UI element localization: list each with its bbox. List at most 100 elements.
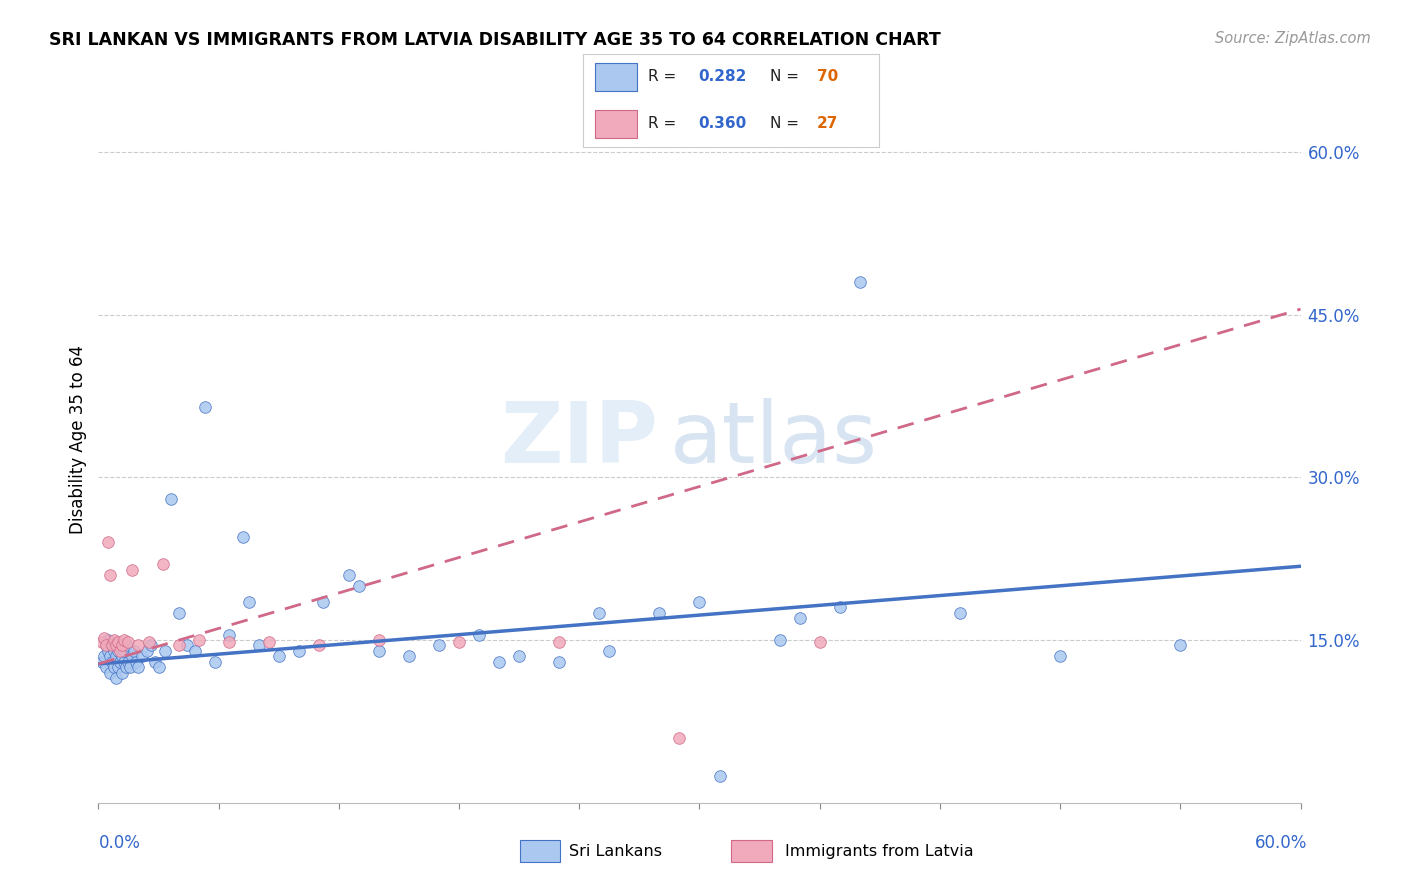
Point: [143, 655, 166, 669]
Point: [267, 649, 290, 664]
Point: [107, 635, 129, 649]
Point: [97, 633, 120, 648]
Point: [101, 655, 124, 669]
Point: [135, 644, 157, 658]
Point: [117, 635, 139, 649]
Point: [105, 671, 128, 685]
Point: [1170, 639, 1192, 653]
Point: [153, 644, 176, 658]
Point: [101, 639, 124, 653]
Point: [648, 606, 671, 620]
Point: [120, 660, 142, 674]
Bar: [520, 840, 560, 863]
Point: [101, 639, 124, 653]
Text: N =: N =: [769, 69, 803, 84]
Point: [128, 639, 150, 653]
Point: [91, 655, 114, 669]
Bar: [595, 110, 637, 138]
Point: [128, 660, 150, 674]
Point: [849, 275, 872, 289]
Point: [427, 639, 450, 653]
Text: 70: 70: [817, 69, 838, 84]
Point: [93, 649, 115, 664]
Point: [100, 568, 122, 582]
Point: [121, 649, 143, 664]
Point: [138, 635, 160, 649]
Point: [110, 644, 132, 658]
Point: [107, 644, 129, 658]
Point: [107, 660, 129, 674]
Point: [125, 655, 148, 669]
Point: [115, 639, 138, 653]
Point: [949, 606, 972, 620]
Point: [111, 639, 134, 653]
Point: [508, 649, 530, 664]
Point: [218, 627, 240, 641]
Text: 0.0%: 0.0%: [98, 834, 141, 852]
Point: [152, 557, 174, 571]
Point: [347, 579, 370, 593]
Point: [204, 655, 226, 669]
Point: [114, 655, 136, 669]
Bar: [731, 840, 772, 863]
Point: [111, 649, 134, 664]
Text: N =: N =: [769, 116, 803, 131]
Bar: [595, 63, 637, 91]
Text: Source: ZipAtlas.com: Source: ZipAtlas.com: [1215, 31, 1371, 46]
Point: [103, 633, 125, 648]
Point: [709, 769, 731, 783]
Point: [110, 639, 132, 653]
Point: [187, 633, 209, 648]
Point: [93, 631, 115, 645]
Point: [167, 639, 190, 653]
Point: [238, 595, 260, 609]
Point: [100, 665, 122, 680]
Point: [114, 644, 136, 658]
Point: [689, 595, 711, 609]
Point: [111, 665, 134, 680]
Point: [117, 655, 139, 669]
Point: [598, 644, 620, 658]
Point: [312, 595, 335, 609]
Point: [96, 639, 118, 653]
Text: 60.0%: 60.0%: [1256, 834, 1308, 852]
Point: [368, 633, 391, 648]
Point: [769, 633, 792, 648]
Point: [183, 644, 205, 658]
Text: ZIP: ZIP: [499, 398, 658, 481]
Point: [247, 639, 270, 653]
Point: [257, 635, 280, 649]
Point: [488, 655, 510, 669]
Point: [398, 649, 420, 664]
Point: [96, 639, 118, 653]
Point: [468, 627, 491, 641]
Point: [124, 644, 146, 658]
Point: [148, 660, 170, 674]
Point: [114, 633, 136, 648]
Point: [828, 600, 851, 615]
Point: [97, 535, 120, 549]
Point: [808, 635, 831, 649]
Point: [1049, 649, 1071, 664]
Point: [121, 562, 143, 576]
Point: [218, 635, 240, 649]
Point: [232, 530, 254, 544]
Point: [337, 568, 360, 582]
Point: [105, 649, 128, 664]
Point: [100, 649, 122, 664]
Y-axis label: Disability Age 35 to 64: Disability Age 35 to 64: [69, 345, 87, 533]
Point: [288, 644, 311, 658]
Point: [115, 660, 138, 674]
Text: 27: 27: [817, 116, 838, 131]
Point: [110, 655, 132, 669]
Point: [103, 644, 125, 658]
Point: [91, 635, 114, 649]
Text: SRI LANKAN VS IMMIGRANTS FROM LATVIA DISABILITY AGE 35 TO 64 CORRELATION CHART: SRI LANKAN VS IMMIGRANTS FROM LATVIA DIS…: [49, 31, 941, 49]
Text: R =: R =: [648, 116, 682, 131]
Text: 0.360: 0.360: [699, 116, 747, 131]
Point: [308, 639, 330, 653]
Point: [105, 639, 128, 653]
Point: [548, 655, 571, 669]
Point: [176, 639, 198, 653]
Point: [668, 731, 690, 745]
